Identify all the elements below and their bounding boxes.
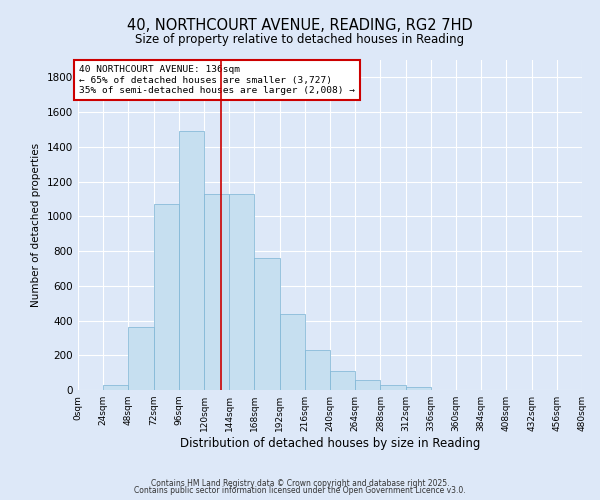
Bar bbox=[154, 204, 179, 390]
Bar bbox=[380, 385, 406, 390]
Text: 40, NORTHCOURT AVENUE, READING, RG2 7HD: 40, NORTHCOURT AVENUE, READING, RG2 7HD bbox=[127, 18, 473, 32]
Text: 40 NORTHCOURT AVENUE: 136sqm
← 65% of detached houses are smaller (3,727)
35% of: 40 NORTHCOURT AVENUE: 136sqm ← 65% of de… bbox=[79, 65, 355, 95]
Bar bbox=[280, 314, 305, 390]
Bar bbox=[330, 371, 355, 390]
Bar bbox=[128, 328, 154, 390]
Bar bbox=[305, 350, 330, 390]
Bar bbox=[204, 194, 229, 390]
Bar bbox=[103, 385, 128, 390]
Bar bbox=[355, 380, 380, 390]
Text: Contains HM Land Registry data © Crown copyright and database right 2025.: Contains HM Land Registry data © Crown c… bbox=[151, 478, 449, 488]
Bar bbox=[229, 194, 254, 390]
Text: Size of property relative to detached houses in Reading: Size of property relative to detached ho… bbox=[136, 32, 464, 46]
Bar bbox=[179, 131, 204, 390]
Bar bbox=[406, 388, 431, 390]
Y-axis label: Number of detached properties: Number of detached properties bbox=[31, 143, 41, 307]
X-axis label: Distribution of detached houses by size in Reading: Distribution of detached houses by size … bbox=[180, 437, 480, 450]
Text: Contains public sector information licensed under the Open Government Licence v3: Contains public sector information licen… bbox=[134, 486, 466, 495]
Bar bbox=[254, 258, 280, 390]
